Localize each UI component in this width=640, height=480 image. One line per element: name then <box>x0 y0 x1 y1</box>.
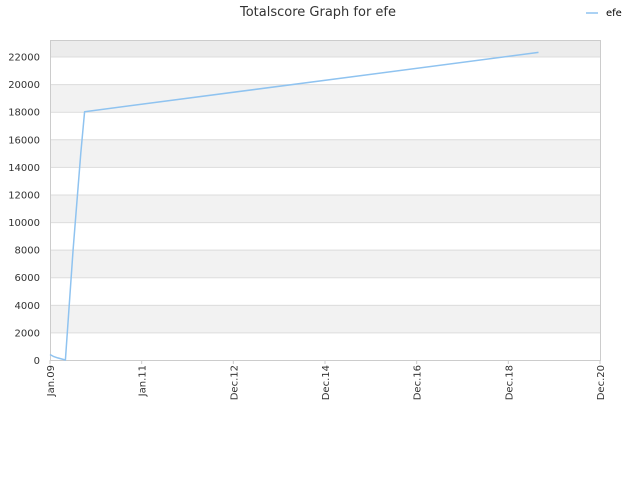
grid-band <box>50 84 600 112</box>
x-tick-label: Dec.18 <box>504 365 515 400</box>
y-tick-label: 4000 <box>15 301 40 312</box>
y-tick-label: 8000 <box>15 246 40 257</box>
y-tick-label: 18000 <box>8 108 40 119</box>
y-tick-label: 22000 <box>8 53 40 64</box>
grid-band <box>50 304 600 333</box>
legend-label-efe: efe <box>606 8 622 19</box>
grid-band <box>50 40 600 57</box>
x-tick-label: Dec.12 <box>229 365 240 400</box>
y-tick-label: 10000 <box>8 218 40 229</box>
y-tick-label: 12000 <box>8 190 40 201</box>
y-tick-label: 16000 <box>8 135 40 146</box>
grid-band <box>50 194 600 223</box>
y-tick-label: 2000 <box>15 328 40 339</box>
grid-lines <box>50 56 600 361</box>
y-tick-label: 0 <box>34 356 40 367</box>
x-tick-label: Dec.16 <box>413 365 424 400</box>
y-tick-label: 14000 <box>8 163 40 174</box>
y-axis-ticks: 0 2000 4000 6000 8000 10000 12000 14000 16000 180… <box>8 53 40 367</box>
chart-title: Totalscore Graph for efe <box>239 5 396 20</box>
grid-band <box>50 249 600 278</box>
y-tick-label: 20000 <box>8 80 40 91</box>
x-tick-label: Dec.20 <box>596 365 607 400</box>
y-tick-label: 6000 <box>15 273 40 284</box>
grid-band <box>50 139 600 167</box>
series-layer <box>49 51 539 361</box>
x-tick-label: Jan.11 <box>138 365 149 397</box>
series-line-efe <box>49 51 539 361</box>
x-axis-ticks: Jan.09 Jan.11 Dec.12 Dec.14 Dec.16 Dec.18 Dec.… <box>46 360 607 400</box>
legend: efe <box>586 8 622 19</box>
x-tick-label: Dec.14 <box>321 365 332 400</box>
grid-bands <box>50 40 600 333</box>
x-tick-label: Jan.09 <box>46 365 57 397</box>
